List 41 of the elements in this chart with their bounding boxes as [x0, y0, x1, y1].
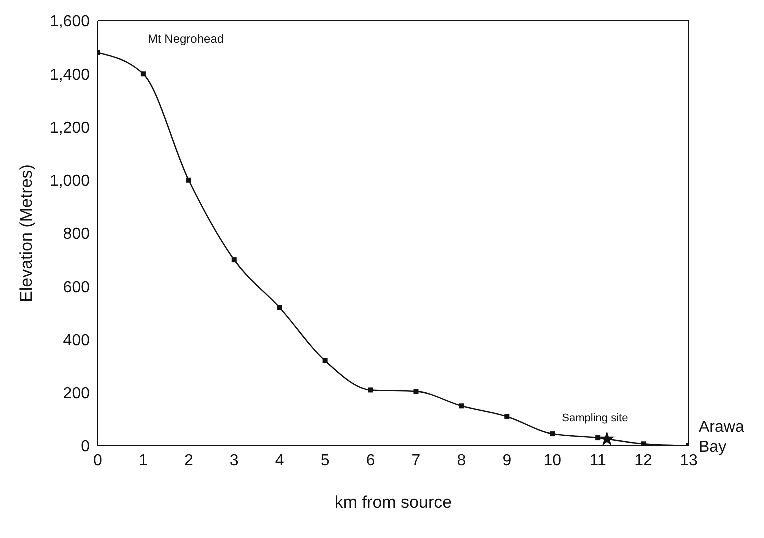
- x-tick-label: 13: [680, 452, 698, 470]
- x-tick-label: 6: [366, 452, 376, 470]
- y-tick-label: 800: [63, 226, 90, 244]
- y-axis-title: Elevation (Metres): [17, 164, 36, 302]
- y-tick-label: 600: [63, 279, 90, 296]
- y-tick-label: 1,200: [50, 120, 90, 137]
- x-tick-label: 2: [184, 452, 194, 470]
- y-tick-label: 0: [81, 438, 90, 456]
- point: [232, 258, 237, 263]
- point: [186, 178, 192, 183]
- y-tick-label: 1,400: [50, 66, 90, 84]
- annotation: Mt Negrohead: [148, 32, 224, 46]
- x-tick-label: 5: [320, 452, 330, 470]
- annotation: Arawa Bay: [699, 419, 744, 456]
- x-tick-label: 7: [412, 452, 421, 470]
- point: [550, 432, 556, 437]
- x-tick-label: 11: [590, 452, 606, 470]
- x-tick-label: 9: [502, 452, 512, 470]
- point: [459, 404, 464, 409]
- point: [368, 388, 374, 393]
- point: [277, 305, 282, 310]
- x-tick-label: 1: [139, 452, 148, 470]
- x-tick-label: 12: [634, 452, 653, 470]
- annotation: Sampling site: [562, 412, 628, 424]
- x-tick-label: 4: [275, 452, 284, 470]
- y-tick-label: 400: [63, 332, 90, 350]
- point: [641, 442, 646, 446]
- point: [600, 431, 615, 446]
- x-tick-label: 3: [230, 452, 239, 470]
- y-tick-label: 200: [63, 386, 90, 403]
- y-tick-label: 1,000: [50, 173, 90, 190]
- point: [140, 72, 146, 77]
- point: [414, 389, 419, 394]
- point: [322, 358, 328, 364]
- x-axis-title: km from source: [334, 493, 452, 512]
- x-tick-label: 8: [457, 452, 466, 470]
- y-tick-label: 1,600: [50, 14, 90, 31]
- x-tick-label: 10: [544, 452, 562, 470]
- point: [596, 436, 601, 441]
- point: [504, 414, 510, 420]
- x-tick-label: 0: [94, 452, 103, 470]
